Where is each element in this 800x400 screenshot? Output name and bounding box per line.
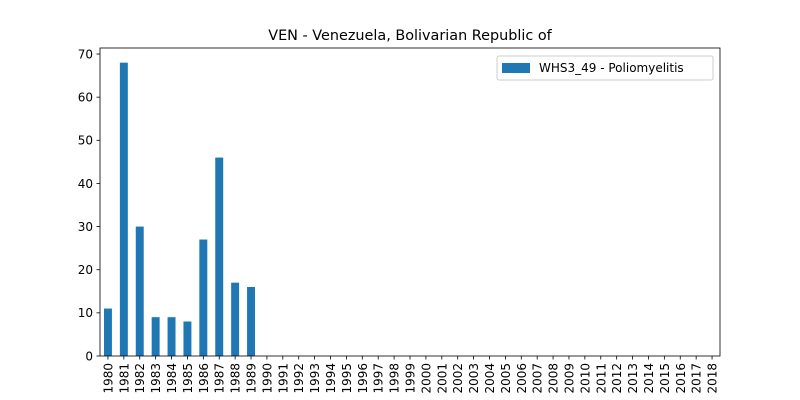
- x-tick-label: 2003: [467, 363, 481, 394]
- x-tick-label: 2012: [610, 363, 624, 394]
- x-tick-label: 2008: [547, 363, 561, 394]
- x-tick-label: 2018: [706, 363, 720, 394]
- y-tick-label: 10: [78, 306, 93, 320]
- x-tick-label: 1982: [133, 363, 147, 394]
- x-tick-label: 2015: [658, 363, 672, 394]
- x-tick-label: 2001: [435, 363, 449, 394]
- legend-swatch: [502, 63, 530, 73]
- legend-label: WHS3_49 - Poliomyelitis: [539, 61, 684, 75]
- plot-frame: [99, 47, 721, 357]
- bar-1988: [231, 282, 240, 356]
- bar-1986: [199, 239, 208, 356]
- x-tick-label: 2009: [562, 363, 576, 394]
- x-tick-label: 2017: [690, 363, 704, 394]
- x-tick-label: 2010: [578, 363, 592, 394]
- x-tick-label: 1999: [404, 363, 418, 394]
- x-tick-label: 1989: [245, 363, 259, 394]
- bar-1987: [215, 157, 224, 356]
- x-tick-label: 1990: [260, 363, 274, 394]
- x-tick-label: 1980: [101, 363, 115, 394]
- x-tick-label: 1992: [292, 363, 306, 394]
- x-tick-label: 2000: [419, 363, 433, 394]
- x-tick-label: 1997: [372, 363, 386, 394]
- x-tick-label: 1985: [181, 363, 195, 394]
- x-tick-label: 2006: [515, 363, 529, 394]
- bar-1985: [183, 321, 192, 356]
- x-tick-label: 1988: [229, 363, 243, 394]
- chart-title: VEN - Venezuela, Bolivarian Republic of: [268, 28, 552, 44]
- y-tick-label: 20: [78, 263, 93, 277]
- x-axis-ticks: 1980 1981 1982 1983 1984 1985 1986 1987 1988 1989…: [101, 356, 720, 394]
- bar-1981: [119, 62, 128, 357]
- x-tick-label: 1994: [324, 363, 338, 394]
- y-axis-ticks: 0 10 20 30 40 50 60 70: [78, 47, 100, 363]
- x-tick-label: 1984: [165, 363, 179, 394]
- legend-box: [496, 55, 714, 81]
- x-tick-label: 2014: [642, 363, 656, 394]
- x-tick-label: 1981: [117, 363, 131, 394]
- x-tick-label: 1987: [213, 363, 227, 394]
- x-tick-label: 1998: [388, 363, 402, 394]
- y-tick-label: 40: [78, 177, 93, 191]
- bar-1983: [151, 317, 160, 356]
- legend: WHS3_49 - Poliomyelitis: [496, 55, 714, 81]
- x-tick-label: 2016: [674, 363, 688, 394]
- bar-1982: [135, 226, 144, 356]
- x-tick-label: 1995: [340, 363, 354, 394]
- x-tick-label: 2005: [499, 363, 513, 394]
- x-tick-label: 2013: [626, 363, 640, 394]
- y-tick-label: 0: [85, 349, 93, 363]
- x-tick-label: 1983: [149, 363, 163, 394]
- x-tick-label: 1986: [197, 363, 211, 394]
- bar-1989: [247, 286, 255, 356]
- x-tick-label: 2004: [483, 363, 497, 394]
- x-tick-label: 1991: [276, 363, 290, 394]
- bars-group: [103, 62, 255, 357]
- x-tick-label: 2007: [531, 363, 545, 394]
- y-tick-label: 50: [78, 134, 93, 148]
- x-tick-label: 2002: [451, 363, 465, 394]
- y-tick-label: 30: [78, 220, 93, 234]
- x-tick-label: 2011: [594, 363, 608, 394]
- bar-1980: [103, 308, 112, 356]
- y-tick-label: 60: [78, 90, 93, 104]
- x-tick-label: 1993: [308, 363, 322, 394]
- y-tick-label: 70: [78, 47, 93, 61]
- x-tick-label: 1996: [356, 363, 370, 394]
- bar-1984: [167, 317, 176, 356]
